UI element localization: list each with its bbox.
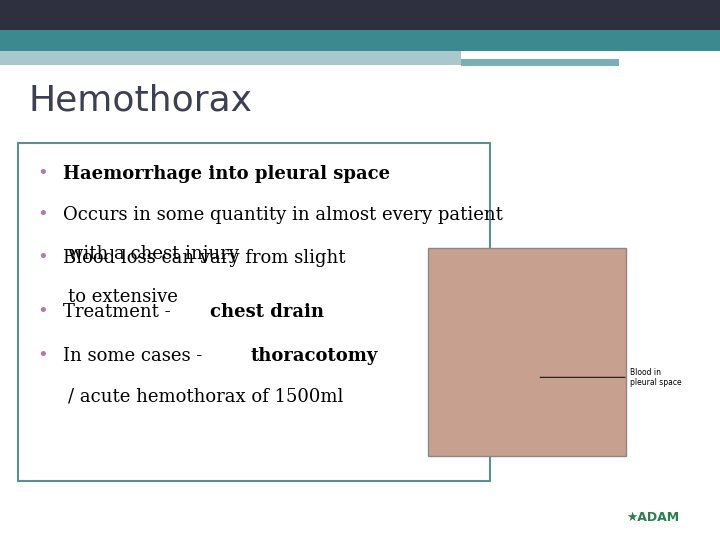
Text: Haemorrhage into pleural space: Haemorrhage into pleural space — [63, 165, 390, 183]
Text: •: • — [37, 347, 48, 364]
Text: / acute hemothorax of 1500ml: / acute hemothorax of 1500ml — [68, 387, 343, 405]
Bar — [428, 248, 626, 456]
Text: Blood loss can vary from slight: Blood loss can vary from slight — [63, 249, 346, 267]
Text: In some cases -: In some cases - — [63, 347, 209, 364]
Bar — [0, 51, 461, 65]
Text: to extensive: to extensive — [68, 288, 179, 306]
Text: Treatment -: Treatment - — [63, 303, 176, 321]
Bar — [0, 30, 720, 51]
Text: ★ADAM: ★ADAM — [626, 511, 680, 524]
FancyBboxPatch shape — [18, 143, 490, 481]
Text: •: • — [37, 206, 48, 224]
Text: •: • — [37, 165, 48, 183]
Text: •: • — [37, 249, 48, 267]
Text: with a chest injury: with a chest injury — [68, 245, 239, 263]
Text: Hemothorax: Hemothorax — [29, 84, 253, 118]
Text: chest drain: chest drain — [210, 303, 324, 321]
Text: Blood in
pleural space: Blood in pleural space — [630, 368, 682, 387]
Text: •: • — [37, 303, 48, 321]
Text: Occurs in some quantity in almost every patient: Occurs in some quantity in almost every … — [63, 206, 503, 224]
Text: thoracotomy: thoracotomy — [251, 347, 378, 364]
Bar — [619, 59, 720, 66]
Bar — [0, 0, 720, 30]
Bar — [461, 59, 619, 66]
